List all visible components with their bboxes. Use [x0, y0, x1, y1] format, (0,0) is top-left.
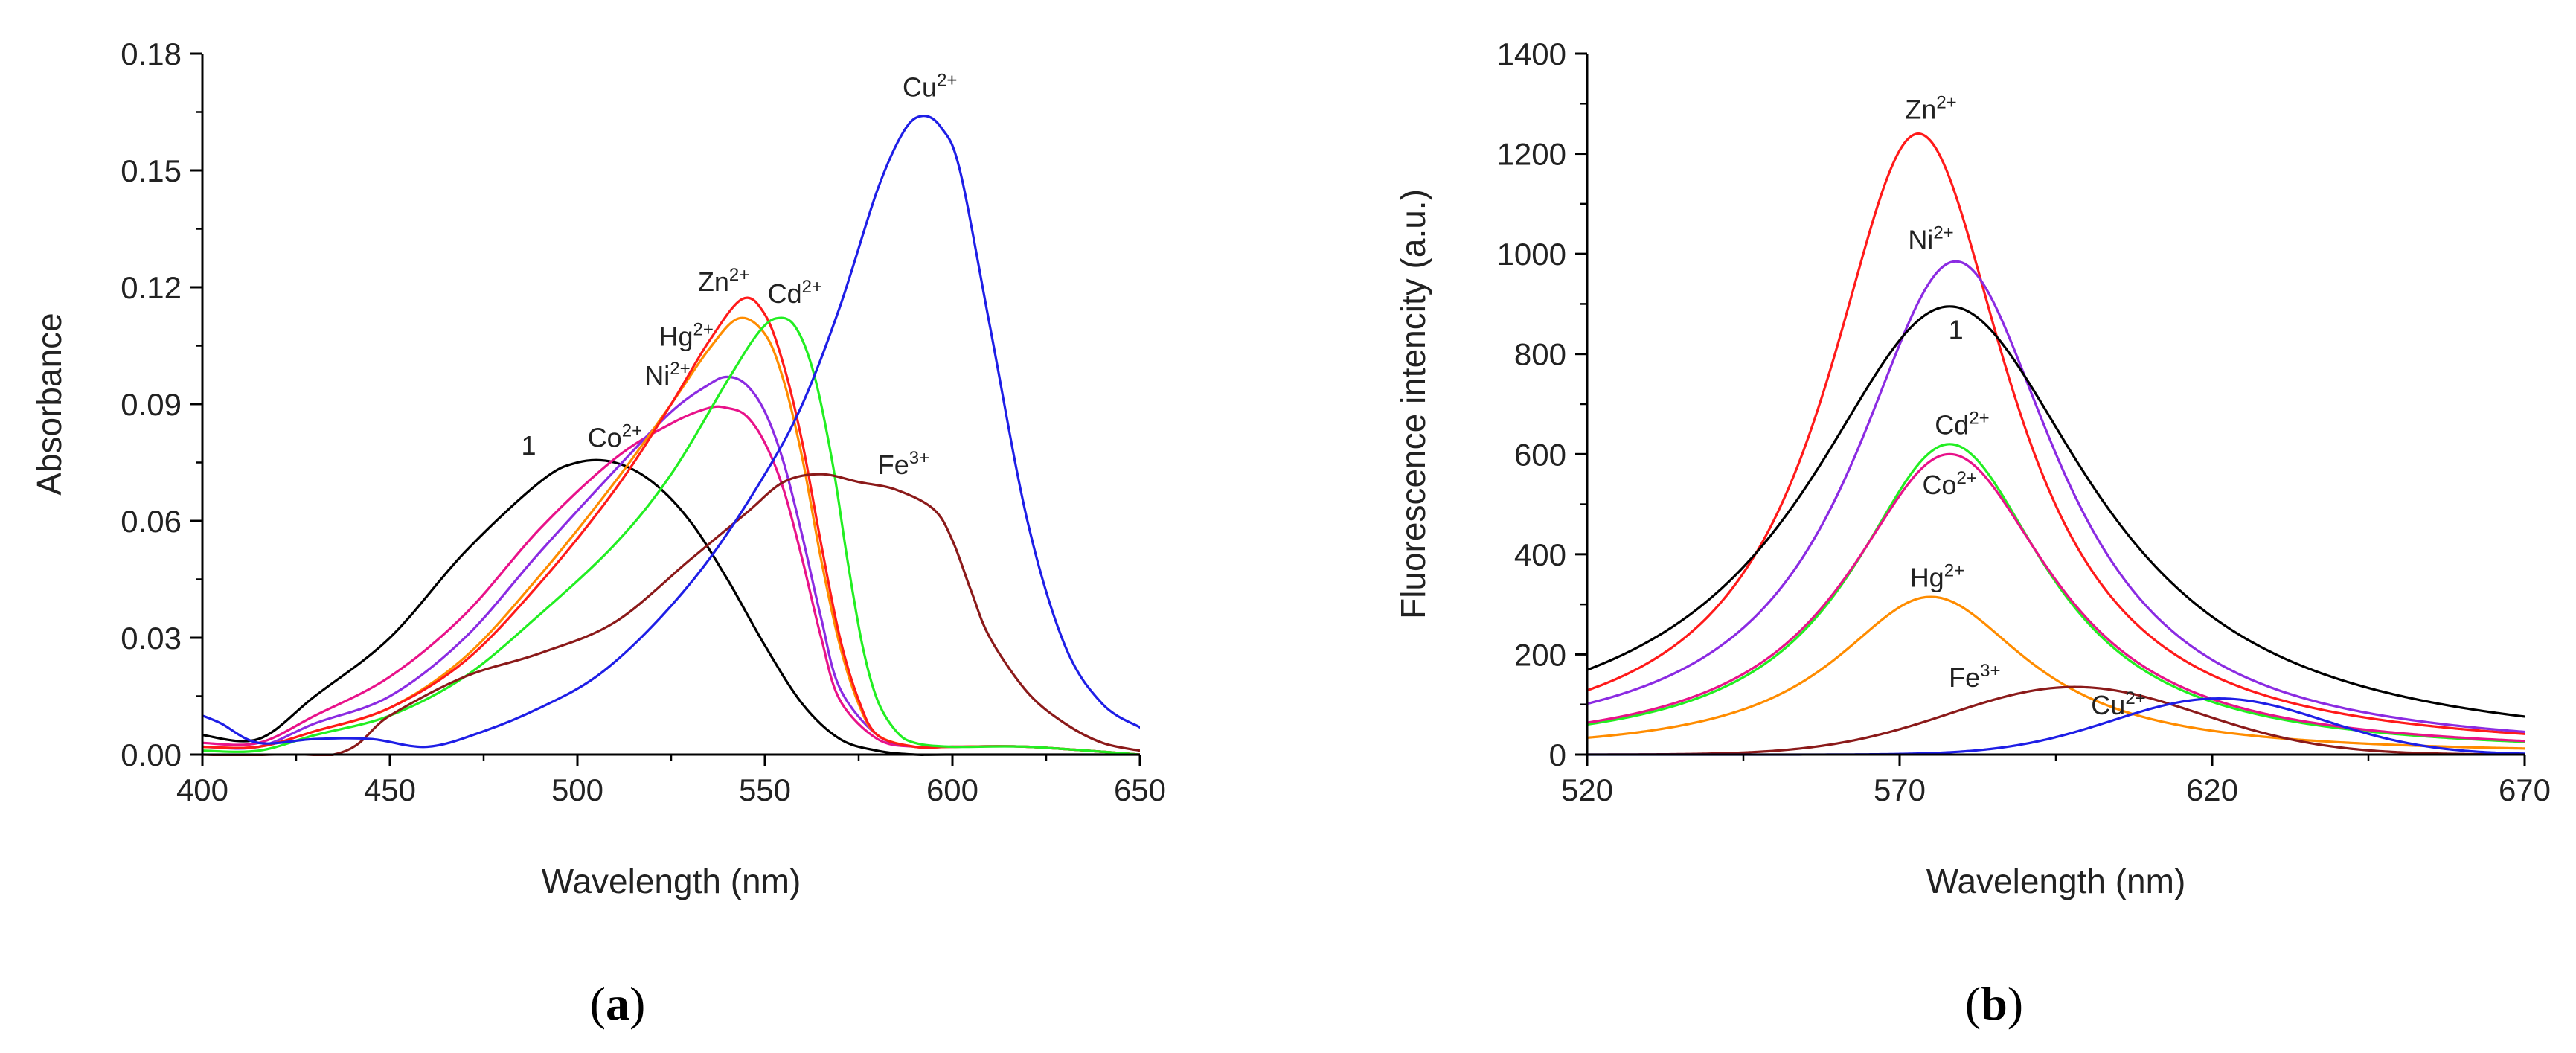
- series-label: Ni2+: [1908, 223, 1953, 255]
- panel-label: (b): [1965, 977, 2023, 1030]
- series-label: Fe3+: [1949, 661, 2000, 693]
- series-line-fe3plus: [1587, 685, 2525, 756]
- y-tick-label: 800: [1514, 337, 1566, 372]
- y-tick-label: 0.18: [121, 36, 182, 71]
- y-tick-label: 0.03: [121, 621, 182, 656]
- series-label: 1: [1949, 315, 1964, 345]
- y-tick-label: 200: [1514, 637, 1566, 672]
- x-tick-label: 400: [176, 772, 228, 807]
- x-tick-label: 620: [2186, 772, 2238, 807]
- panel-a: 400 450 500 550 600 650 0.00 0.03 0.06 0.09 0.12 0.…: [30, 36, 1166, 1030]
- series-line-ni2plus: [1587, 260, 2525, 734]
- series-label: Ni2+: [644, 359, 690, 391]
- x-tick-label: 670: [2499, 772, 2551, 807]
- series-label: Co2+: [1922, 468, 1976, 500]
- series-line-cd2plus: [202, 316, 1140, 756]
- series-label: Fe3+: [878, 448, 929, 480]
- series-group: [202, 115, 1140, 756]
- x-tick-label: 550: [739, 772, 791, 807]
- series-label: Hg2+: [1910, 561, 1964, 593]
- x-tick-label: 450: [364, 772, 416, 807]
- y-tick-label: 1000: [1497, 237, 1566, 272]
- series-label: 1: [521, 430, 536, 461]
- series-label: Cd2+: [1935, 408, 1989, 440]
- panel-label: (a): [590, 977, 646, 1030]
- series-line-hg2plus: [202, 316, 1140, 756]
- series-line-co2plus: [1587, 452, 2525, 743]
- series-line-zn2plus: [1587, 132, 2525, 735]
- series-label: Zn2+: [1905, 92, 1956, 124]
- series-line-1: [1587, 305, 2525, 718]
- series-line-zn2plus: [202, 296, 1140, 756]
- x-tick-label: 570: [1874, 772, 1926, 807]
- y-tick-label: 0.15: [121, 153, 182, 188]
- x-tick-label: 500: [551, 772, 603, 807]
- series-line-ni2plus: [202, 375, 1140, 756]
- series-line-hg2plus: [1587, 595, 2525, 750]
- y-tick-label: 0.06: [121, 504, 182, 539]
- series-label: Hg2+: [659, 320, 713, 352]
- series-label: Co2+: [588, 421, 642, 453]
- series-line-cu2plus: [202, 115, 1140, 749]
- series-group: [1587, 132, 2525, 756]
- x-tick-label: 600: [926, 772, 978, 807]
- series-line-cu2plus: [1587, 697, 2525, 756]
- series-line-fe3plus: [202, 473, 1140, 756]
- x-axis-label: Wavelength (nm): [542, 862, 801, 900]
- y-tick-label: 0.00: [121, 737, 182, 772]
- y-axis-label: Absorbance: [30, 313, 68, 496]
- y-tick-label: 0.12: [121, 270, 182, 305]
- x-tick-label: 650: [1114, 772, 1166, 807]
- y-tick-label: 1400: [1497, 36, 1566, 71]
- x-axis-label: Wavelength (nm): [1926, 862, 2186, 900]
- y-tick-label: 1200: [1497, 137, 1566, 172]
- series-label: Cd2+: [768, 277, 822, 309]
- y-tick-label: 0: [1549, 737, 1566, 772]
- y-axis-label: Fluorescence intencity (a.u.): [1394, 189, 1432, 619]
- panel-b: 520 570 620 670 0 200 400 600 800 1000 1200 1400 Wav…: [1394, 36, 2551, 1030]
- series-label: Cu2+: [903, 71, 957, 103]
- y-tick-label: 0.09: [121, 387, 182, 422]
- series-label: Zn2+: [698, 265, 749, 297]
- y-tick-label: 400: [1514, 537, 1566, 572]
- x-tick-label: 520: [1561, 772, 1613, 807]
- series-label: Cu2+: [2091, 688, 2145, 720]
- y-tick-label: 600: [1514, 437, 1566, 472]
- series-line-co2plus: [202, 405, 1140, 756]
